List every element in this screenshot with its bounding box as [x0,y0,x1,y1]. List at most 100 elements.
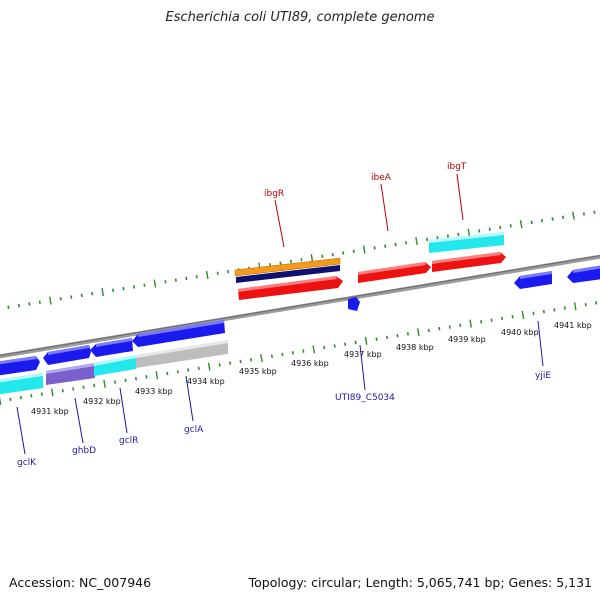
minor-tick [427,328,430,333]
minor-tick [30,394,33,398]
minor-tick [595,301,598,305]
major-tick [205,270,209,280]
scale-label: 4940 kbp [501,328,539,337]
major-tick [572,211,575,220]
minor-tick [40,392,43,396]
minor-tick [352,249,355,254]
minor-tick [532,311,535,316]
gene-feature-red-ibgT[interactable] [432,252,506,272]
minor-tick [270,354,273,359]
forward-strand-ticks [7,210,596,310]
major-tick [519,220,523,229]
major-tick [310,253,314,263]
minor-tick [478,229,481,233]
gene-label-gclR[interactable]: gclR [119,436,138,446]
leader-line [456,173,464,221]
scale-label: 4939 kbp [448,335,486,344]
minor-tick [331,252,334,257]
gene-feature-cyan-gclR[interactable] [94,355,136,376]
major-tick [469,319,472,328]
gene-label-UTI89_C5034[interactable]: UTI89_C5034 [335,393,395,403]
major-tick [417,328,420,337]
scale-label: 4936 kbp [291,359,329,368]
gene-feature-blue-4[interactable] [132,320,225,347]
gene-label-yjiE[interactable]: yjiE [535,371,551,381]
minor-tick [216,271,219,276]
minor-tick [7,305,10,310]
minor-tick [59,297,62,301]
major-tick [0,396,2,405]
minor-tick [354,340,357,345]
minor-tick [541,218,544,223]
minor-tick [542,309,545,314]
scale-label: 4941 kbp [554,321,592,330]
gene-label-ibgR[interactable]: ibgR [264,189,284,199]
gene-feature-purple-ghbD[interactable] [46,363,95,385]
gene-labels-top: ibgR ibeA ibgT [264,162,467,248]
minor-tick [28,302,31,306]
minor-tick [93,383,96,388]
gene-feature-red-ibgR[interactable] [238,276,343,300]
minor-tick [227,269,230,274]
minor-tick [373,246,376,250]
minor-tick [375,337,378,341]
minor-tick [143,283,146,287]
gene-label-gclK[interactable]: gclK [17,458,37,468]
gene-feature-cyan-ibgT[interactable] [429,232,504,253]
gene-feature-gray-gclA[interactable] [136,340,228,368]
leader-line [274,199,285,248]
major-tick [207,362,211,371]
scale-label: 4932 kbp [83,397,121,406]
gene-feature-blue-small[interactable] [348,297,360,311]
gene-label-ibeA[interactable]: ibeA [371,173,392,183]
minor-tick [438,327,441,331]
minor-tick [134,376,137,381]
major-tick [467,228,471,237]
minor-tick [61,388,64,393]
gene-feature-blue-2[interactable] [43,345,91,365]
gene-feature-blue-3[interactable] [90,338,133,357]
gene-label-ghbD[interactable]: ghbD [72,446,96,456]
minor-tick [239,359,242,364]
minor-tick [385,335,389,340]
minor-tick [291,351,294,355]
leader-line [380,183,389,232]
minor-tick [91,291,94,296]
gene-feature-red-ibeA[interactable] [358,262,431,283]
minor-tick [133,285,136,289]
major-tick [312,345,316,354]
minor-tick [384,244,387,248]
minor-tick [551,217,554,221]
major-tick [260,353,263,363]
major-tick [155,371,159,380]
scale-label: 4931 kbp [31,407,69,416]
gene-feature-orange[interactable] [234,257,341,277]
minor-tick [448,325,451,329]
minor-tick [593,210,596,214]
minor-tick [459,323,462,328]
minor-tick [166,371,169,376]
minor-tick [446,234,449,238]
scale-label: 4937 kbp [344,350,382,359]
leader-line [359,344,366,391]
minor-tick [19,395,22,400]
gene-labels-bottom: gclK ghbD gclR gclA UTI89_C5034 yjiE [16,320,551,468]
minor-tick [511,314,514,319]
minor-tick [342,251,345,255]
major-tick [153,279,157,288]
minor-tick [396,333,399,338]
minor-tick [80,293,83,298]
minor-tick [499,225,502,230]
gene-feature-navy[interactable] [236,265,340,283]
scale-label: 4933 kbp [135,387,173,396]
major-tick [362,245,366,254]
leader-line [185,375,194,422]
minor-tick [509,224,512,228]
minor-tick [112,288,115,293]
gene-label-gclA[interactable]: gclA [184,425,204,435]
minor-tick [176,370,179,374]
leader-line [537,320,544,367]
major-tick [49,296,52,305]
minor-tick [302,349,305,353]
gene-label-ibgT[interactable]: ibgT [447,162,467,172]
